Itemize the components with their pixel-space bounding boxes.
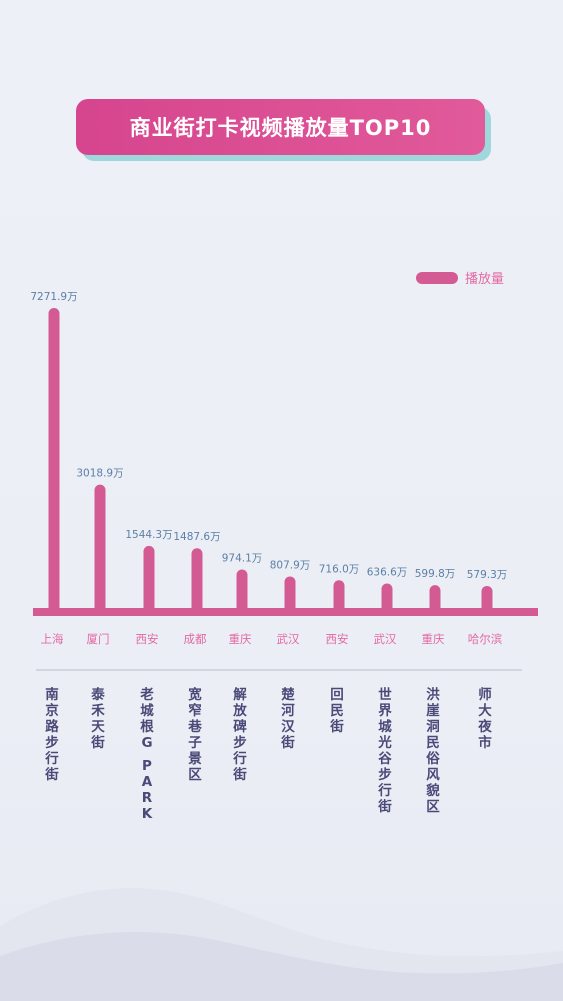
bar (481, 585, 493, 614)
value-label: 599.8万 (415, 568, 456, 580)
value-label: 7271.9万 (30, 291, 77, 303)
value-label: 716.0万 (319, 563, 360, 575)
title-banner: 商业街打卡视频播放量TOP10 (76, 99, 491, 161)
value-label: 1544.3万 (125, 529, 172, 541)
category-label: 泰禾天街 (90, 686, 105, 751)
value-label: 3018.9万 (76, 468, 123, 480)
value-label: 579.3万 (467, 569, 508, 581)
category-label: 解放碑步行街 (232, 686, 247, 783)
category-label: 南京路步行街 (44, 686, 59, 783)
bar (333, 580, 345, 614)
axis-baseline (33, 608, 538, 616)
category-label: 师大夜市 (477, 686, 492, 751)
bar (94, 484, 106, 614)
city-label: 重庆 (422, 632, 445, 646)
bar (48, 308, 60, 614)
bar (191, 548, 203, 614)
bar (236, 569, 248, 614)
mountain-background (0, 888, 563, 1001)
city-label: 西安 (136, 632, 159, 646)
bar (143, 545, 155, 614)
city-label: 武汉 (374, 632, 397, 646)
city-label: 哈尔滨 (468, 632, 503, 646)
category-label: 回民街 (329, 687, 344, 735)
category-label: 洪崖洞民俗风貌区 (425, 686, 440, 815)
category-label: 世界城光谷步行街 (377, 686, 392, 815)
city-label: 重庆 (229, 632, 252, 646)
legend-swatch (416, 272, 458, 284)
value-label: 974.1万 (222, 553, 263, 565)
value-label: 1487.6万 (173, 531, 220, 543)
category-label: 宽窄巷子景区 (187, 686, 202, 783)
legend-label: 播放量 (465, 272, 504, 287)
value-label: 807.9万 (270, 559, 311, 571)
city-label: 成都 (184, 632, 207, 646)
city-label: 武汉 (277, 632, 300, 646)
city-label: 厦门 (87, 632, 110, 646)
city-label: 上海 (41, 632, 64, 646)
bar (381, 583, 393, 614)
value-label: 636.6万 (367, 567, 408, 579)
city-label: 西安 (326, 632, 349, 646)
bar (429, 585, 441, 614)
category-label: 楚河汉街 (280, 686, 295, 751)
chart-title: 商业街打卡视频播放量TOP10 (76, 99, 485, 155)
bar (284, 576, 296, 614)
